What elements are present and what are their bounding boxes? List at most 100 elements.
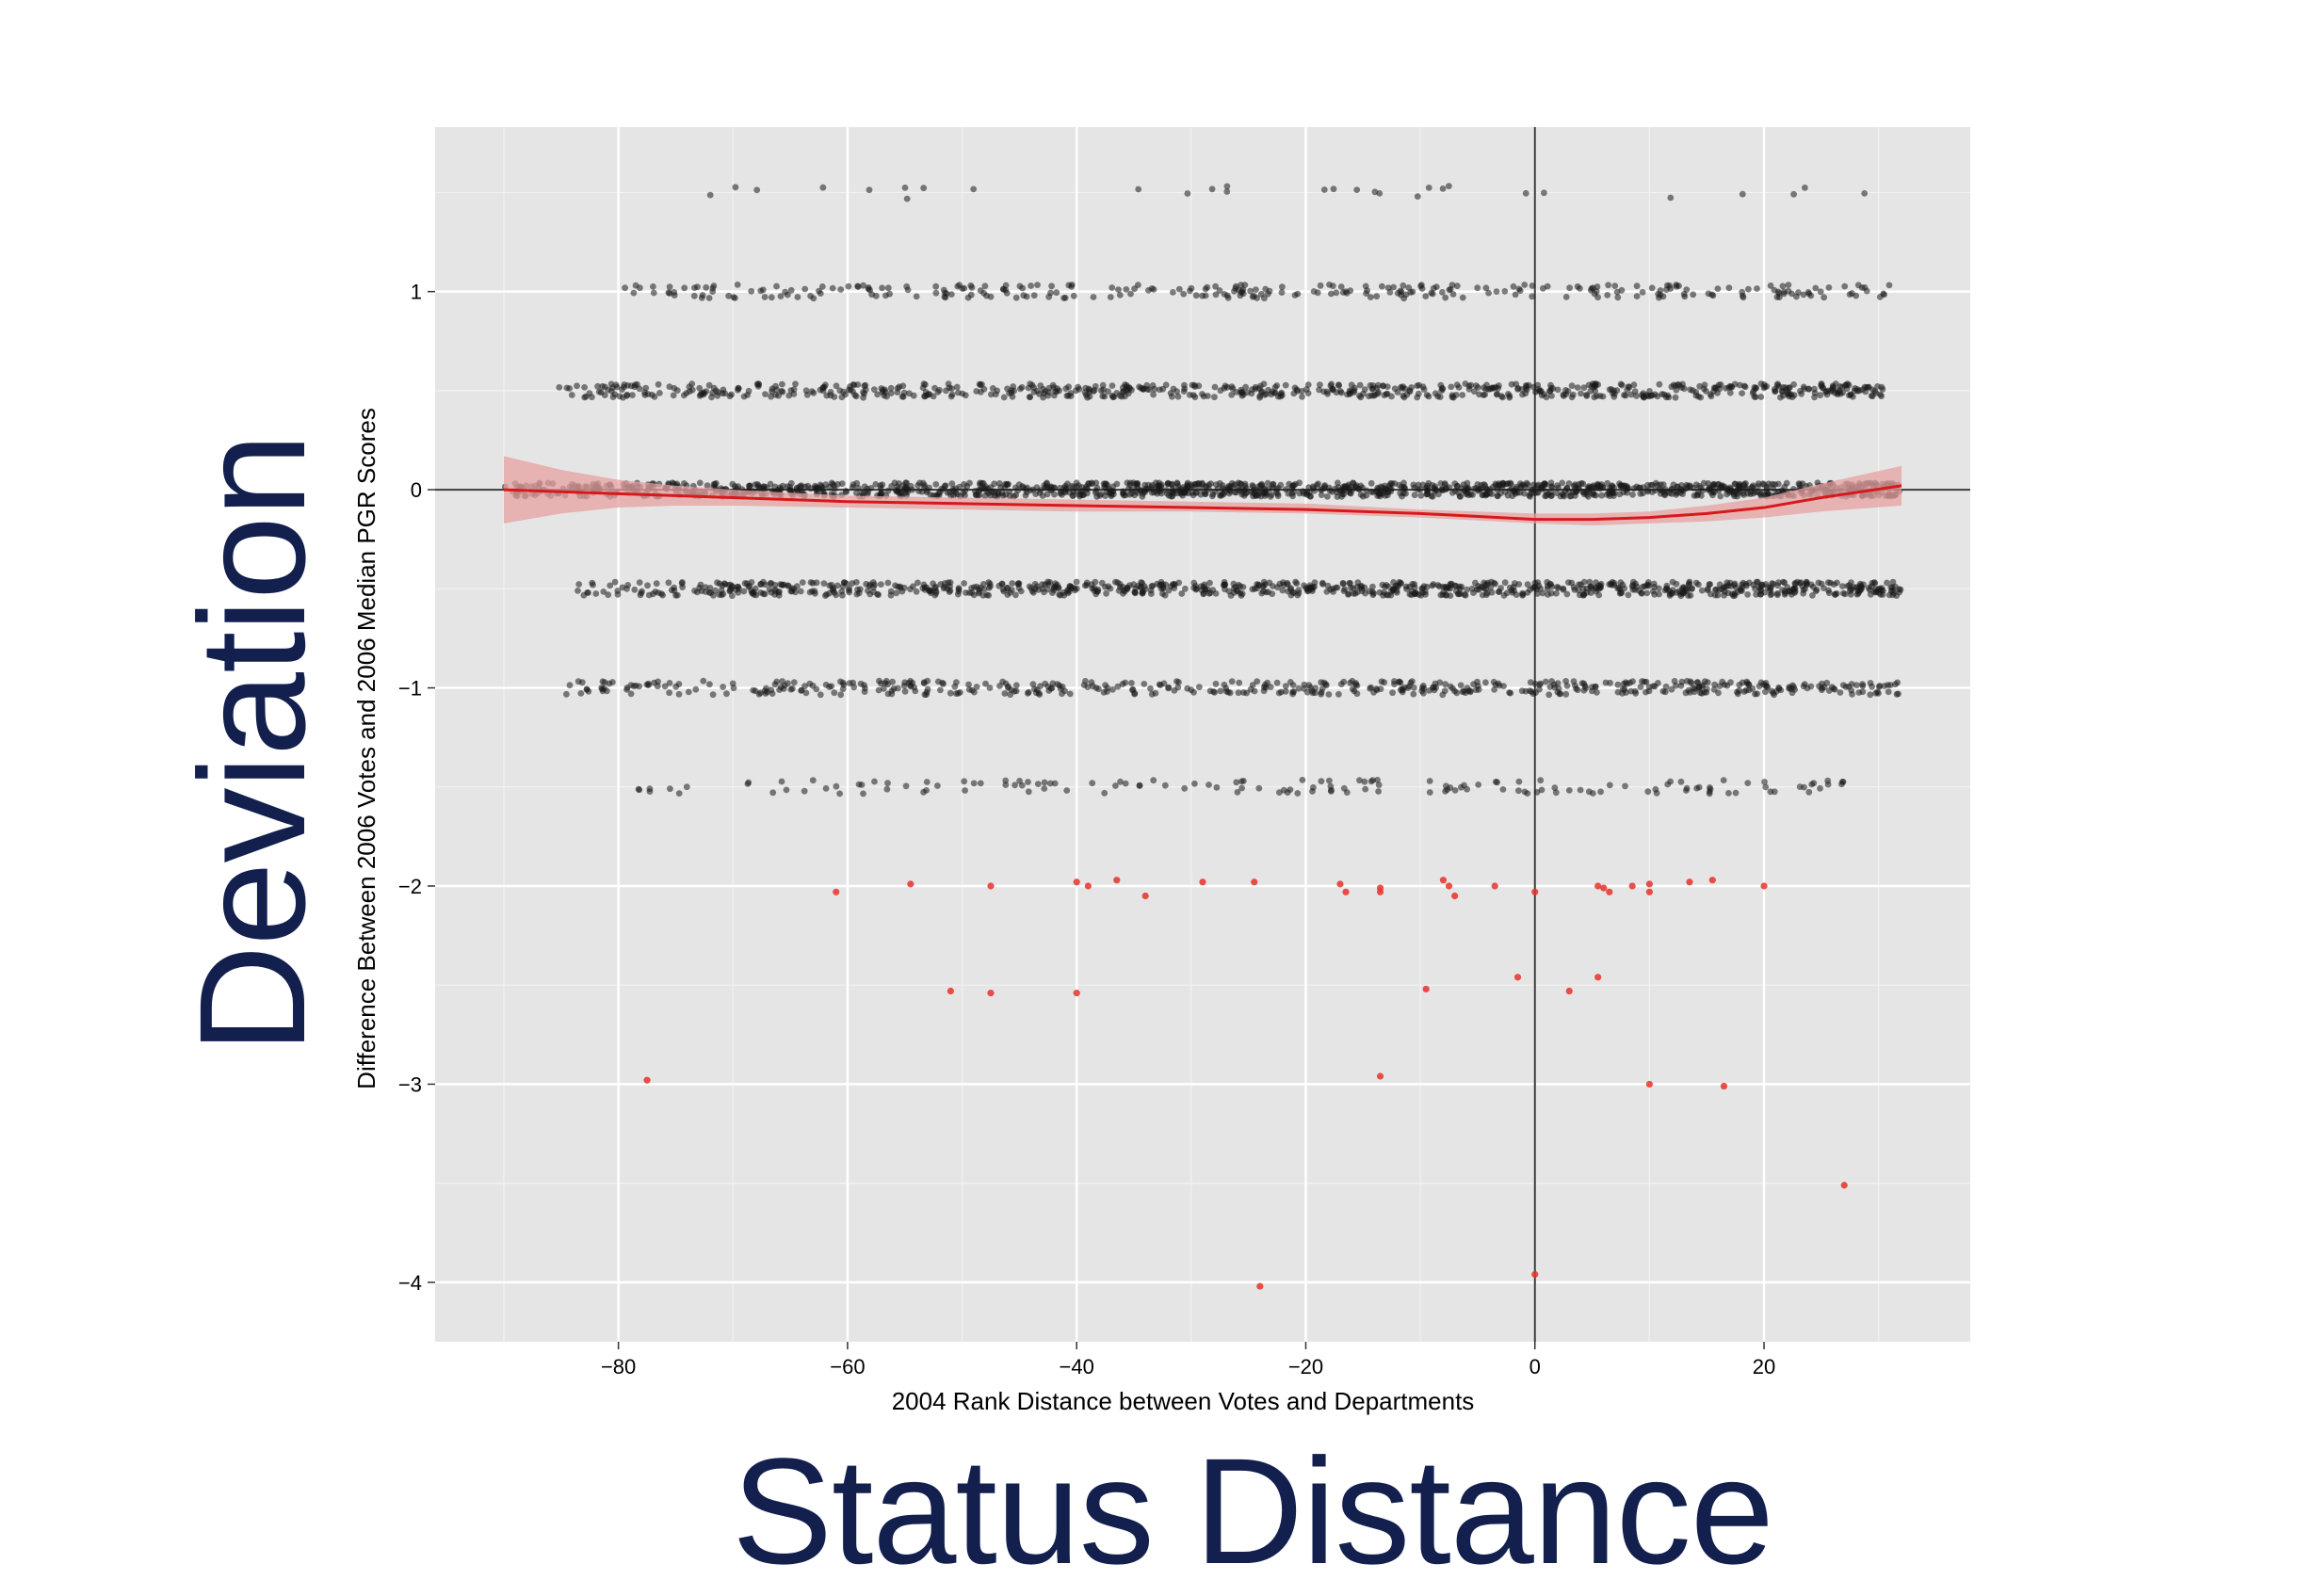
data-point bbox=[1831, 685, 1838, 693]
data-point bbox=[810, 295, 817, 302]
data-point bbox=[1259, 489, 1267, 496]
data-point bbox=[696, 479, 704, 487]
point-band bbox=[635, 777, 1847, 798]
data-point bbox=[1752, 585, 1758, 592]
data-point bbox=[566, 682, 574, 689]
data-point bbox=[819, 387, 827, 395]
outlier-point bbox=[1141, 892, 1149, 900]
data-point bbox=[1299, 394, 1305, 400]
data-point bbox=[1633, 282, 1641, 290]
data-point bbox=[1012, 682, 1020, 689]
data-point bbox=[813, 579, 820, 587]
data-point bbox=[1740, 688, 1748, 695]
outlier-point bbox=[1600, 884, 1608, 892]
data-point bbox=[1827, 579, 1835, 587]
data-point bbox=[1755, 483, 1761, 490]
data-point bbox=[953, 383, 961, 391]
data-point bbox=[1619, 581, 1626, 588]
data-point bbox=[574, 588, 581, 594]
data-point bbox=[723, 690, 730, 698]
data-point bbox=[629, 392, 636, 398]
data-point bbox=[1623, 486, 1630, 493]
data-point bbox=[1124, 586, 1131, 593]
data-point bbox=[994, 387, 1001, 395]
data-point bbox=[1169, 393, 1175, 400]
data-point bbox=[1270, 583, 1276, 589]
data-point bbox=[1545, 691, 1553, 699]
data-point bbox=[944, 489, 951, 496]
data-point bbox=[1212, 481, 1220, 489]
data-point bbox=[1716, 484, 1724, 492]
data-point bbox=[1741, 383, 1749, 391]
data-point bbox=[1644, 788, 1652, 796]
data-point bbox=[1026, 583, 1033, 590]
data-point bbox=[1645, 684, 1653, 690]
data-point bbox=[1241, 480, 1249, 488]
data-point bbox=[1673, 580, 1680, 588]
data-point bbox=[1744, 591, 1751, 598]
data-point bbox=[1188, 284, 1195, 292]
data-point bbox=[850, 381, 858, 389]
data-point bbox=[968, 283, 976, 291]
data-point bbox=[1046, 780, 1054, 787]
data-point bbox=[1563, 683, 1571, 689]
data-point bbox=[683, 390, 690, 396]
data-point bbox=[1537, 388, 1545, 395]
data-point bbox=[792, 380, 799, 388]
data-point bbox=[1333, 289, 1340, 297]
data-point bbox=[1839, 583, 1846, 589]
data-point bbox=[1101, 789, 1109, 797]
data-point bbox=[1070, 292, 1077, 299]
data-point bbox=[1099, 393, 1107, 400]
data-point bbox=[1356, 392, 1363, 399]
data-point bbox=[760, 578, 767, 586]
data-point bbox=[1023, 293, 1030, 300]
data-point bbox=[1569, 391, 1577, 398]
data-point bbox=[1030, 292, 1038, 299]
data-point bbox=[1116, 392, 1124, 399]
data-point bbox=[1264, 290, 1271, 298]
data-point bbox=[1326, 777, 1333, 784]
data-point bbox=[887, 588, 895, 595]
data-point bbox=[1135, 185, 1142, 193]
data-point bbox=[1060, 295, 1067, 301]
data-point bbox=[755, 484, 763, 492]
data-point bbox=[955, 586, 963, 593]
data-point bbox=[1560, 586, 1567, 593]
data-point bbox=[1679, 589, 1687, 597]
data-point bbox=[1209, 491, 1217, 498]
data-point bbox=[1867, 590, 1874, 598]
data-point bbox=[875, 686, 882, 694]
data-point bbox=[1472, 579, 1479, 587]
data-point bbox=[1206, 590, 1213, 597]
data-point bbox=[1287, 679, 1294, 685]
data-point bbox=[1575, 481, 1582, 488]
data-point bbox=[1719, 678, 1726, 685]
data-point bbox=[1200, 583, 1207, 590]
data-point bbox=[1206, 579, 1213, 587]
data-point bbox=[1715, 381, 1723, 389]
data-point bbox=[1853, 292, 1860, 299]
data-point bbox=[1398, 580, 1404, 587]
data-point bbox=[1223, 188, 1231, 195]
data-point bbox=[1304, 390, 1312, 396]
data-point bbox=[1812, 588, 1820, 595]
data-point bbox=[1295, 587, 1303, 594]
data-point bbox=[659, 591, 666, 599]
data-point bbox=[1522, 189, 1529, 197]
data-point bbox=[1541, 189, 1547, 197]
data-point bbox=[1109, 284, 1116, 291]
data-point bbox=[666, 680, 673, 686]
data-point bbox=[1678, 482, 1685, 489]
y-tick-label: 0 bbox=[411, 478, 422, 502]
data-point bbox=[1859, 683, 1867, 689]
data-point bbox=[1233, 779, 1240, 786]
data-point bbox=[889, 678, 896, 685]
data-point bbox=[1644, 481, 1651, 489]
data-point bbox=[1256, 393, 1264, 399]
data-point bbox=[1292, 578, 1299, 586]
data-point bbox=[803, 392, 811, 398]
data-point bbox=[981, 282, 989, 290]
data-point bbox=[690, 292, 698, 299]
data-point bbox=[1417, 492, 1425, 499]
